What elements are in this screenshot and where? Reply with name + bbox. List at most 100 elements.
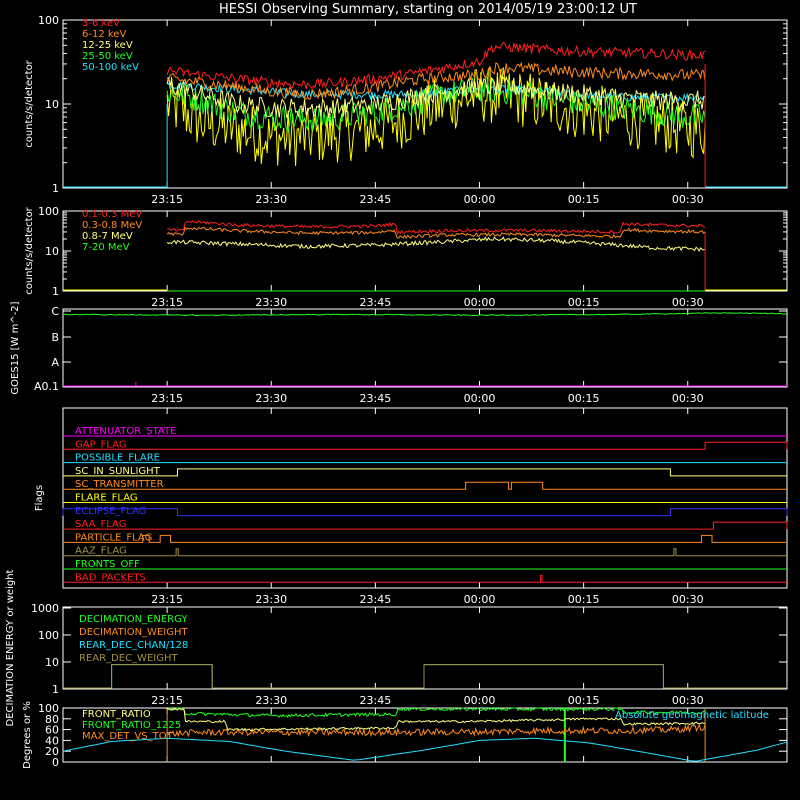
count-rate-low-xtick-label: 23:15 [151,193,183,206]
goes-panel-ylabel: GOES15 [W m^-2] [10,301,21,394]
flag-line-particle-flag [63,534,787,543]
count-rate-low-ytick-label: 1 [52,182,59,195]
ratio-panel-ytick-label: 0 [52,756,59,769]
goes-panel-xtick-label: 00:30 [672,392,704,405]
ratio-panel-legend-entry: FRONT_RATIO [82,709,151,720]
ratio-panel-ytick-label: 20 [45,745,59,758]
flag-line-eclipse-flag [62,508,788,517]
flags-panel-frame [62,407,788,589]
flags-panel-xtick-label: 00:30 [672,593,704,606]
count-rate-high-frame [62,210,788,292]
flags-panel-ylabel: Flags [34,485,45,511]
flag-line-bad-packets [63,574,787,583]
ratio-panel-legend-entry: FRONT_RATIO_1225 [82,720,181,731]
count-rate-high-xtick-label: 23:30 [255,296,287,309]
decimation-panel-xtick-label: 00:30 [672,694,704,707]
goes-panel-ytick-label: C [51,305,59,318]
goes-panel-xtick-label: 23:45 [360,392,392,405]
ratio-panel-legend-entry: MAX_DET_VS_TOT [82,731,174,742]
count-rate-high-xtick-label: 00:15 [568,296,600,309]
flag-label-sc-in-sunlight: SC_IN_SUNLIGHT [75,466,161,477]
count-rate-low-series-12-25-kev [166,75,706,118]
count-rate-low-series-6-12-kev [166,61,706,101]
count-rate-high-ytick-label: 100 [38,205,59,218]
ratio-panel-ytick-label: 60 [45,724,59,737]
goes-panel-ytick-label: A [51,356,59,369]
count-rate-high-series-0-8-7-mev [166,236,706,253]
count-rate-high-legend-entry: 0.1-0.3 MeV [82,209,142,220]
count-rate-low-legend-entry: 12-25 keV [82,40,133,51]
ratio-panel-ytick-label: 100 [38,702,59,715]
flag-label-possible-flare: POSSIBLE_FLARE [75,453,160,464]
flags-panel-xtick-label: 23:45 [360,593,392,606]
decimation-panel-legend-entry: REAR_DEC_WEIGHT [79,653,178,664]
goes-panel-flux-line [62,312,787,317]
flag-label-particle-flag: PARTICLE_FLAG [75,532,152,543]
count-rate-low-legend-entry: 3-6 keV [82,18,120,29]
decimation-panel-legend-entry: DECIMATION_ENERGY [79,614,188,625]
decimation-panel-series-rear-dec-weight [63,664,787,689]
decimation-panel-ytick-label: 1000 [31,602,59,615]
flag-line-sc-transmitter [63,481,787,490]
plot-title: HESSI Observing Summary, starting on 201… [219,2,637,17]
ratio-panel-series-front-ratio [166,707,706,732]
ratio-panel-series-front-ratio-1225 [166,706,706,718]
decimation-panel-xtick-label: 23:45 [360,694,392,707]
flag-label-attenuator-state: ATTENUATOR_STATE [75,426,176,437]
count-rate-low-legend-entry: 50-100 keV [82,62,139,73]
flag-line-aaz-flag [63,548,787,557]
flag-label-eclipse-flag: ECLIPSE_FLAG [75,506,146,517]
count-rate-low-ylabel: counts/s/detector [24,59,35,147]
flag-line-saa-flag [63,521,788,530]
decimation-panel-xtick-label: 00:15 [568,694,600,707]
count-rate-high-ytick-label: 1 [52,285,59,298]
goes-panel-xtick-label: 23:15 [151,392,183,405]
count-rate-high-series-0-3-0-8-mev [166,226,706,240]
count-rate-low-xtick-label: 23:45 [360,193,392,206]
flag-label-bad-packets: BAD_PACKETS [75,572,146,583]
count-rate-low-series-band [166,65,706,167]
decimation-panel-ytick-label: 100 [38,629,59,642]
count-rate-low-series-50-100-kev [166,80,706,103]
flags-panel-xtick-label: 23:30 [255,593,287,606]
count-rate-low-legend-entry: 25-50 keV [82,51,133,62]
flag-label-saa-flag: SAA_FLAG [75,519,126,530]
count-rate-high-xtick-label: 23:15 [151,296,183,309]
count-rate-high-legend-entry: 0.3-0.8 MeV [82,220,142,231]
ratio-panel-series-max-det-vs-tot [166,723,706,738]
goes-panel-xtick-label: 23:30 [255,392,287,405]
ratio-panel-frame [62,707,788,763]
count-rate-low-ytick-label: 10 [45,98,59,111]
count-rate-high-legend-entry: 0.8-7 MeV [82,231,133,242]
count-rate-low-xtick-label: 23:30 [255,193,287,206]
decimation-panel-ylabel: DECIMATION ENERGY or weight [5,569,16,726]
goes-panel-frame [62,308,788,388]
goes-panel-xtick-label: 00:15 [568,392,600,405]
count-rate-high-ylabel: counts/s/detector [24,206,35,294]
ratio-panel-ylabel: Degrees or % [22,701,33,769]
flags-panel-xtick-label: 00:00 [464,593,496,606]
flag-label-fronts-off: FRONTS_OFF [75,559,140,570]
flag-label-gap-flag: GAP_FLAG [75,439,127,450]
decimation-panel-xtick-label: 00:00 [464,694,496,707]
decimation-panel-frame [62,606,788,690]
count-rate-low-xtick-label: 00:00 [464,193,496,206]
goes-panel-ytick-label: B [51,331,59,344]
flag-label-flare-flag: FLARE_FLAG [75,493,138,504]
ratio-panel-annotation: Absolute geomagnetic latitude [615,710,769,721]
decimation-panel-xtick-label: 23:30 [255,694,287,707]
count-rate-low-ytick-label: 100 [38,14,59,27]
goes-panel-ytick-label: A0.1 [34,380,59,393]
flag-label-aaz-flag: AAZ_FLAG [75,546,127,557]
count-rate-high-xtick-label: 00:30 [672,296,704,309]
goes-panel-xtick-label: 00:00 [464,392,496,405]
flag-line-gap-flag [63,441,788,450]
flag-line-sc-in-sunlight [63,468,787,477]
decimation-panel-xtick-label: 23:15 [151,694,183,707]
count-rate-high-legend-entry: 7-20 MeV [82,242,130,253]
decimation-panel-ytick-label: 1 [52,683,59,696]
ratio-panel-ytick-label: 40 [45,734,59,747]
count-rate-low-xtick-label: 00:15 [568,193,600,206]
